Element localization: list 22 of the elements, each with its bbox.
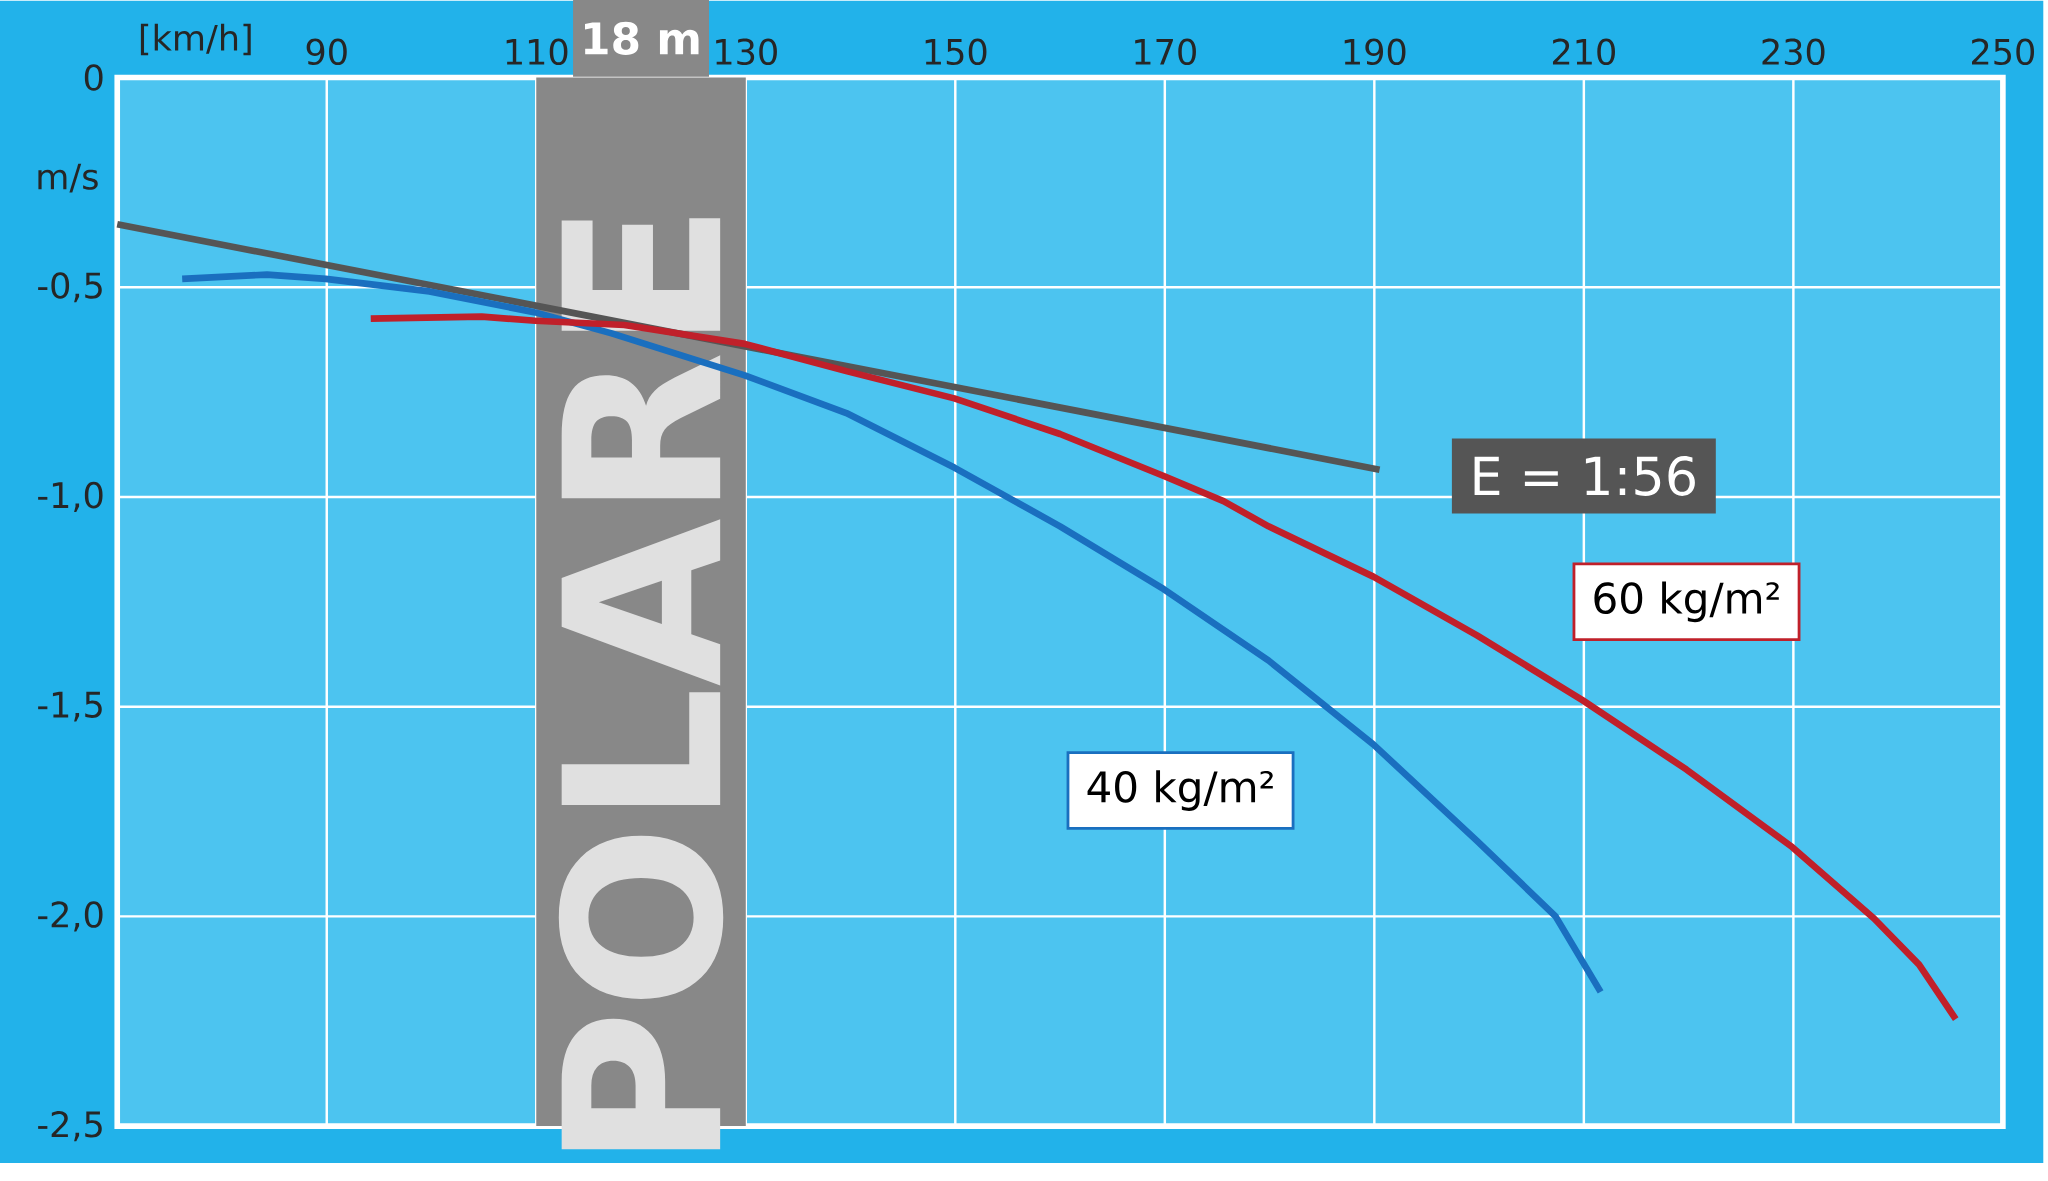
- series-label: E = 1:56: [1474, 456, 1695, 496]
- x-axis-title: [km/h]: [140, 23, 251, 56]
- y-tick-label: -2,0: [38, 901, 103, 932]
- x-tick-label: 190: [1344, 38, 1406, 66]
- x-tick-label: 90: [306, 38, 347, 66]
- annotation: POLARE: [558, 218, 724, 1150]
- x-tick-label: 110: [506, 38, 568, 66]
- y-axis-title: m/s: [38, 163, 98, 193]
- series-label: 40 kg/m²: [1087, 770, 1273, 811]
- band-label: 18 m: [585, 21, 699, 56]
- series-label: 60 kg/m²: [1594, 581, 1779, 623]
- x-tick-label: 210: [1552, 38, 1616, 66]
- y-tick-label: -0,5: [38, 272, 102, 303]
- x-tick-label: 130: [716, 38, 777, 66]
- y-tick-label: -1,0: [38, 481, 103, 513]
- x-tick-label: 230: [1762, 38, 1825, 66]
- y-tick-label: -1,5: [38, 691, 102, 722]
- y-tick-label: 0: [84, 64, 103, 91]
- y-tick-label: -2,5: [38, 1111, 102, 1142]
- x-tick-label: 150: [925, 38, 987, 66]
- x-tick-label: 250: [1972, 38, 2035, 66]
- x-tick-label: 170: [1135, 38, 1196, 66]
